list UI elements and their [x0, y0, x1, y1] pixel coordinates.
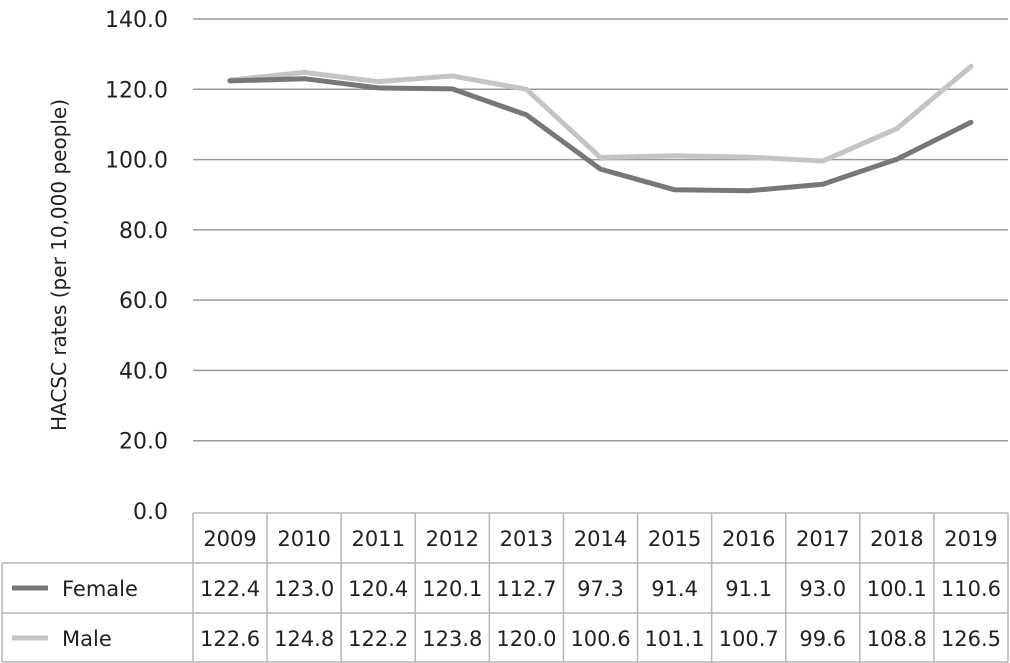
- series-line-female: [227, 76, 974, 194]
- y-tick-label: 120.0: [105, 78, 168, 103]
- data-label: 120.1: [422, 577, 482, 601]
- x-category-label: 2010: [277, 527, 330, 551]
- y-tick-label: 0.0: [133, 500, 168, 525]
- data-label: 122.6: [200, 627, 260, 651]
- data-table: 2009 2010 2011 2012 2013 2014 2015 2016 2017 2018…: [1, 512, 1009, 663]
- y-tick-label: 60.0: [119, 289, 168, 314]
- data-label: 100.6: [570, 627, 630, 651]
- x-category-label: 2012: [426, 527, 479, 551]
- data-label: 100.7: [719, 627, 779, 651]
- data-label: 112.7: [496, 577, 556, 601]
- data-label: 120.4: [348, 577, 408, 601]
- y-axis-label: HACSC rates (per 10,000 people): [47, 99, 71, 431]
- y-tick-label: 140.0: [105, 8, 168, 33]
- y-tick-label: 100.0: [105, 149, 168, 174]
- data-label: 97.3: [577, 577, 624, 601]
- x-category-label: 2017: [796, 527, 849, 551]
- data-label: 101.1: [645, 627, 705, 651]
- x-category-label: 2016: [722, 527, 775, 551]
- x-category-label: 2015: [648, 527, 701, 551]
- series-lines: [227, 63, 974, 194]
- data-label: 93.0: [799, 577, 846, 601]
- data-label: 123.8: [422, 627, 482, 651]
- legend-entry-female: Female: [62, 577, 138, 601]
- x-category-label: 2014: [574, 527, 627, 551]
- x-category-label: 2009: [203, 527, 256, 551]
- data-label: 120.0: [496, 627, 556, 651]
- legend-entry-male: Male: [62, 627, 112, 651]
- data-label: 91.1: [725, 577, 772, 601]
- data-label: 126.5: [941, 627, 1001, 651]
- y-axis-ticks: 0.0 20.0 40.0 60.0 80.0 100.0 120.0 140.0: [105, 8, 168, 525]
- data-label: 124.8: [274, 627, 334, 651]
- data-label: 99.6: [799, 627, 846, 651]
- data-label: 100.1: [867, 577, 927, 601]
- y-tick-label: 80.0: [119, 219, 168, 244]
- series-line-male: [227, 63, 974, 164]
- y-tick-label: 40.0: [119, 359, 168, 384]
- data-label: 122.4: [200, 577, 260, 601]
- data-label: 91.4: [651, 577, 698, 601]
- x-category-label: 2019: [944, 527, 997, 551]
- data-label: 110.6: [941, 577, 1001, 601]
- data-label: 108.8: [867, 627, 927, 651]
- x-category-label: 2013: [500, 527, 553, 551]
- x-category-label: 2011: [352, 527, 405, 551]
- x-category-label: 2018: [870, 527, 923, 551]
- data-label: 122.2: [348, 627, 408, 651]
- data-label: 123.0: [274, 577, 334, 601]
- y-tick-label: 20.0: [119, 430, 168, 455]
